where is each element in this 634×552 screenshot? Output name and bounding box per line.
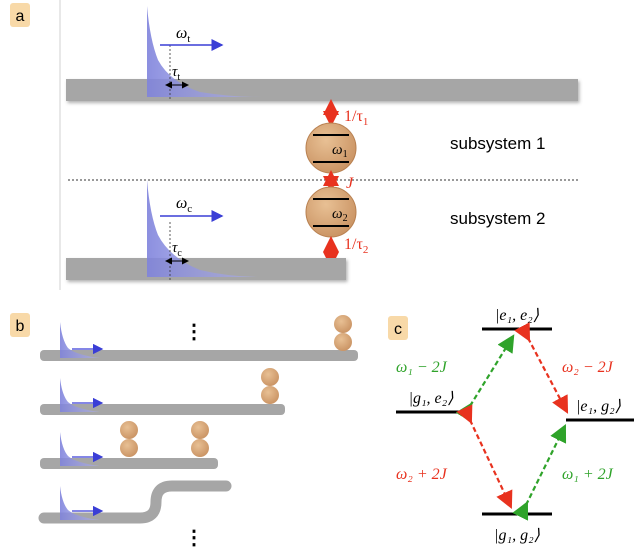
atom-b3b-bottom bbox=[191, 439, 209, 457]
ellipsis-top: ⋮ bbox=[184, 321, 204, 343]
state-g1g2: |g₁, g₂⟩ bbox=[494, 527, 541, 544]
waveguide-4 bbox=[38, 480, 232, 524]
coupling-label: J bbox=[346, 175, 354, 192]
ellipsis-bottom: ⋮ bbox=[184, 527, 204, 549]
state-e1e2: |e₁, e₂⟩ bbox=[495, 307, 540, 324]
panel-a-label: a bbox=[16, 8, 25, 25]
waveguide-row-4 bbox=[38, 480, 232, 524]
transition-w1-minus-2J bbox=[455, 334, 515, 422]
freq-w2-plus-2J: ω₂ + 2J bbox=[396, 466, 448, 483]
pulse-2 bbox=[60, 378, 100, 412]
state-g1e2: |g₁, e₂⟩ bbox=[409, 390, 455, 407]
freq-w1-minus-2J: ω₁ − 2J bbox=[396, 359, 448, 376]
rate-2-label: 1/τ2 bbox=[344, 236, 368, 256]
top-pulse bbox=[147, 6, 262, 97]
waveguide-row-2 bbox=[40, 368, 285, 415]
panel-c-label-bg bbox=[388, 316, 408, 340]
pulse-3 bbox=[60, 432, 100, 466]
tau-c-label: τc bbox=[172, 240, 182, 259]
panel-c-label: c bbox=[394, 321, 402, 338]
atom-2-freq: ω2 bbox=[332, 206, 348, 224]
atom-2 bbox=[305, 186, 357, 238]
bottom-pulse bbox=[147, 180, 262, 277]
atom-1-freq: ω1 bbox=[332, 142, 348, 160]
atom-b1-bottom bbox=[334, 333, 352, 351]
omega-c-label: ωc bbox=[176, 195, 192, 215]
subsystem-1-label: subsystem 1 bbox=[450, 134, 545, 153]
atom-1 bbox=[305, 122, 357, 174]
subsystem-2-label: subsystem 2 bbox=[450, 209, 545, 228]
freq-w2-minus-2J: ω₂ − 2J bbox=[562, 359, 614, 376]
waveguide-3 bbox=[40, 458, 218, 469]
omega-t-label: ωt bbox=[176, 25, 190, 45]
panel-b: b ⋮ bbox=[10, 313, 358, 549]
panel-b-label-bg bbox=[10, 313, 30, 337]
atom-b3a-bottom bbox=[120, 439, 138, 457]
transition-w1-plus-2J bbox=[512, 424, 567, 521]
waveguide-1 bbox=[40, 350, 358, 361]
waveguide-row-1 bbox=[40, 315, 358, 361]
atom-b3a-top bbox=[120, 421, 138, 439]
atom-b2-bottom bbox=[261, 386, 279, 404]
transition-w2-minus-2J bbox=[514, 322, 569, 414]
freq-w1-plus-2J: ω₁ + 2J bbox=[562, 466, 614, 483]
atom-b1-top bbox=[334, 315, 352, 333]
rate-1-label: 1/τ1 bbox=[344, 108, 368, 128]
panel-b-label: b bbox=[16, 318, 25, 335]
panel-a: a ωt τt 1/τ1 ω1 subsystem 1 J bbox=[10, 0, 580, 290]
state-e1g2: |e₁, g₂⟩ bbox=[576, 398, 622, 415]
tau-t-label: τt bbox=[172, 64, 180, 83]
panel-c: c |e₁, e₂⟩ |g₁, e₂⟩ |e₁, g₂⟩ |g₁, g₂⟩ ω₁… bbox=[388, 307, 634, 544]
top-waveguide bbox=[66, 79, 578, 101]
bottom-waveguide bbox=[66, 258, 346, 280]
pulse-4 bbox=[60, 486, 100, 520]
atom-b2-top bbox=[261, 368, 279, 386]
pulse-1 bbox=[60, 322, 100, 358]
transition-w2-plus-2J bbox=[456, 404, 513, 509]
panel-a-label-bg bbox=[10, 3, 30, 27]
waveguide-row-3 bbox=[40, 421, 218, 469]
atom-b3b-top bbox=[191, 421, 209, 439]
